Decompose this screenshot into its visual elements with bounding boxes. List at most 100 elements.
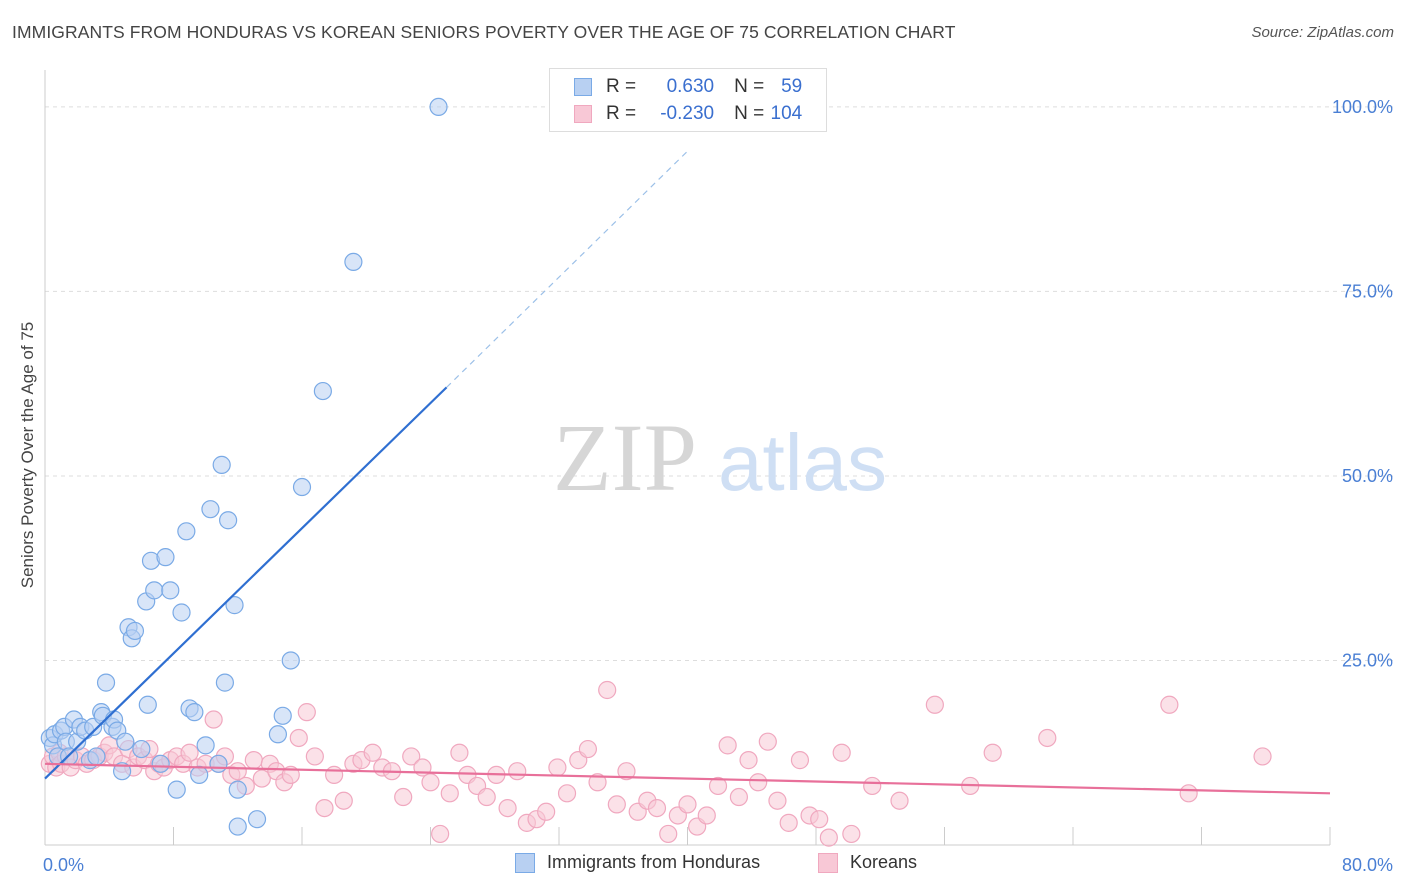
y-tick-label: 25.0% [1342, 650, 1393, 670]
chart-title: IMMIGRANTS FROM HONDURAS VS KOREAN SENIO… [12, 22, 956, 42]
y-tick-label: 100.0% [1332, 97, 1393, 117]
korean-point [1160, 695, 1179, 714]
korean-point [983, 743, 1002, 762]
korean-point [842, 824, 861, 844]
koreans-trend-line [44, 762, 1331, 795]
honduras-trend-extension [446, 150, 688, 388]
axes [44, 70, 1331, 846]
korean-point [749, 773, 768, 792]
honduras-point [125, 621, 145, 641]
scatter-points [40, 97, 1272, 847]
honduras-point [185, 703, 204, 722]
honduras-point [201, 500, 220, 519]
watermark-zip: ZIP [553, 404, 697, 511]
legend-swatch-honduras [574, 78, 592, 96]
honduras-point [177, 522, 196, 541]
bottom-legend-label-koreans: Koreans [850, 852, 918, 872]
korean-point [537, 802, 556, 821]
legend-n-label: N = [734, 76, 765, 97]
legend-n-value: 59 [781, 76, 803, 97]
honduras-point [190, 765, 209, 784]
honduras-point [209, 754, 228, 773]
watermark-atlas: atlas [718, 418, 887, 507]
korean-point [440, 784, 459, 803]
korean-point [678, 795, 697, 814]
korean-point [228, 762, 247, 781]
korean-point [925, 695, 944, 714]
korean-point [768, 791, 787, 810]
legend-n-value: 104 [770, 103, 803, 124]
chart-source: Source: ZipAtlas.com [1251, 24, 1394, 41]
korean-point [431, 824, 450, 844]
legend-r-value: 0.630 [666, 76, 715, 97]
honduras-point [273, 706, 292, 725]
x-tick-label: 0.0% [43, 855, 84, 875]
korean-point [1179, 784, 1198, 803]
honduras-point [344, 252, 363, 272]
korean-point [289, 728, 308, 748]
tick-labels: 25.0% 50.0% 75.0% 100.0% 0.0% 80.0% [43, 97, 1393, 875]
honduras-point [281, 651, 300, 670]
korean-point [204, 710, 223, 729]
honduras-point [292, 477, 312, 497]
gridlines [45, 106, 1395, 661]
x-tick-label: 80.0% [1342, 855, 1393, 875]
honduras-point [225, 596, 244, 615]
honduras-point [145, 581, 164, 600]
korean-point [315, 798, 334, 818]
korean-point [498, 798, 517, 818]
korean-point [252, 769, 271, 788]
korean-point [1038, 728, 1057, 748]
legend-n-label: N = [734, 103, 765, 124]
honduras-point [167, 780, 186, 799]
honduras-point [196, 736, 215, 755]
korean-point [819, 828, 838, 847]
korean-point [305, 747, 324, 766]
honduras-point [247, 810, 267, 829]
korean-point [758, 732, 777, 751]
bottom-legend-label-honduras: Immigrants from Honduras [547, 852, 761, 872]
korean-point [421, 773, 440, 792]
honduras-point [116, 732, 135, 751]
bottom-legend-swatch-koreans [818, 852, 838, 873]
legend-r-value: -0.230 [660, 103, 715, 124]
korean-point [647, 798, 667, 818]
honduras-point [156, 548, 175, 567]
korean-point [863, 776, 882, 796]
korean-point [697, 806, 716, 825]
correlation-legend: R = 0.630 N = 59 R = -0.230 N = 104 [549, 68, 827, 132]
korean-point [180, 743, 199, 762]
trend-lines [44, 150, 1331, 795]
honduras-point [228, 780, 247, 799]
honduras-point [228, 817, 247, 836]
bottom-legend-swatch-honduras [515, 852, 535, 873]
korean-point [363, 743, 382, 762]
korean-point [325, 765, 344, 784]
legend-row-honduras: R = 0.630 N = 59 [550, 74, 802, 100]
korean-point [718, 736, 737, 755]
bottom-legend-honduras: Immigrants from Honduras [515, 852, 760, 873]
korean-point [617, 762, 636, 781]
honduras-point [268, 725, 288, 744]
korean-point [598, 680, 617, 700]
korean-point [297, 703, 316, 722]
korean-point [334, 791, 353, 810]
honduras-point [87, 747, 106, 766]
legend-swatch-koreans [574, 105, 592, 123]
honduras-point [313, 381, 332, 401]
korean-point [402, 747, 421, 766]
korean-point [578, 739, 598, 759]
korean-point [394, 787, 413, 807]
honduras-point [429, 97, 448, 117]
korean-point [607, 795, 626, 814]
korean-point [244, 751, 263, 770]
y-tick-label: 75.0% [1342, 281, 1393, 301]
honduras-point [212, 455, 231, 474]
honduras-point [215, 673, 234, 692]
honduras-point [138, 695, 157, 714]
korean-point [557, 784, 577, 803]
korean-point [832, 743, 851, 762]
honduras-point [132, 739, 151, 759]
legend-row-koreans: R = -0.230 N = 104 [550, 101, 802, 127]
